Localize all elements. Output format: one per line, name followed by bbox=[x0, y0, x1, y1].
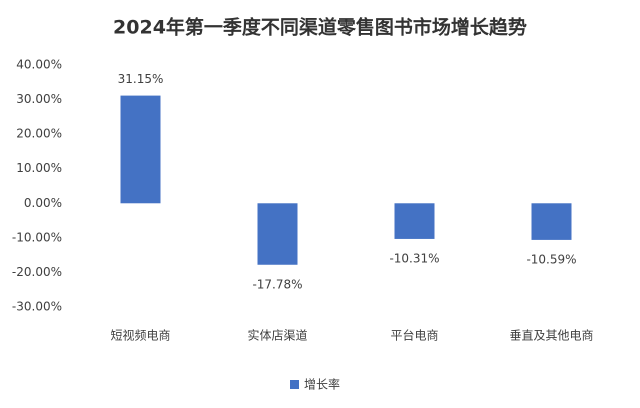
chart-title: 2024年第一季度不同渠道零售图书市场增长趋势 bbox=[113, 16, 527, 39]
value-label: -17.78% bbox=[252, 277, 302, 291]
bar bbox=[257, 203, 298, 265]
x-tick-label: 垂直及其他电商 bbox=[509, 328, 593, 343]
value-label: -10.59% bbox=[526, 252, 576, 266]
x-tick-label: 短视频电商 bbox=[110, 328, 170, 343]
y-tick-label: -10.00% bbox=[12, 230, 62, 244]
bar bbox=[120, 95, 161, 204]
value-label: -10.31% bbox=[389, 251, 439, 265]
value-label: 31.15% bbox=[118, 72, 164, 86]
y-tick-label: 20.00% bbox=[16, 127, 62, 141]
y-tick-label: 0.00% bbox=[24, 196, 62, 210]
legend-swatch bbox=[290, 380, 299, 389]
y-tick-label: 10.00% bbox=[16, 161, 62, 175]
x-tick-label: 平台电商 bbox=[390, 328, 438, 343]
bar bbox=[394, 203, 435, 239]
bar bbox=[531, 203, 572, 240]
y-tick-label: 30.00% bbox=[16, 92, 62, 106]
y-tick-label: -20.00% bbox=[12, 265, 62, 279]
x-tick-label: 实体店渠道 bbox=[247, 328, 307, 343]
legend-label: 增长率 bbox=[304, 377, 340, 392]
y-tick-label: -30.00% bbox=[12, 300, 62, 314]
y-tick-label: 40.00% bbox=[16, 58, 62, 72]
